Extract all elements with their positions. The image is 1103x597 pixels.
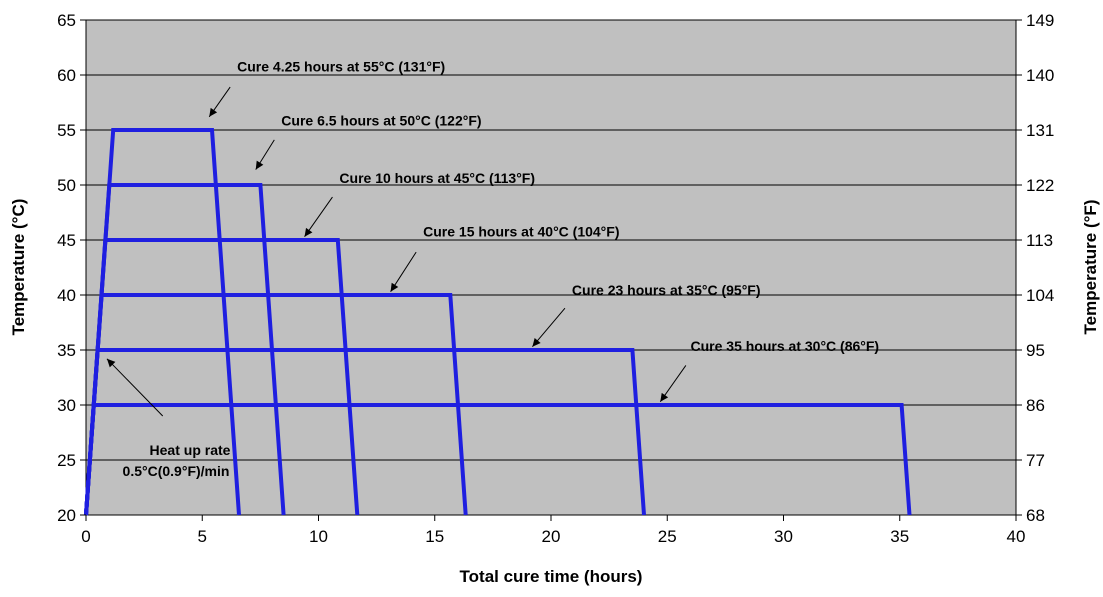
plot-area: [85, 19, 1017, 516]
x-tick-label: 40: [1007, 527, 1026, 546]
annotation-label: Cure 4.25 hours at 55°C (131°F): [237, 59, 445, 75]
annotations: Cure 4.25 hours at 55°C (131°F) Cure 6.5 …: [106, 59, 880, 417]
x-tick-label: 20: [542, 527, 561, 546]
y-tick-label: 40: [57, 286, 76, 305]
x-tick-label: 5: [198, 527, 207, 546]
y-tick-label: 45: [57, 231, 76, 250]
annotation-label: Cure 35 hours at 30°C (86°F): [691, 338, 880, 354]
y-tick-label: 30: [57, 396, 76, 415]
x-tick-label: 15: [425, 527, 444, 546]
y2-tick-label: 149: [1026, 11, 1054, 30]
y-tick-label: 55: [57, 121, 76, 140]
annotation-label: Cure 10 hours at 45°C (113°F): [339, 170, 535, 186]
annotation-arrow-line: [532, 307, 566, 348]
x-tick-label: 25: [658, 527, 677, 546]
y-tick-label: 25: [57, 451, 76, 470]
axes: 0 5 10 15 20 25 30 35 40 20 25 30 35 40 45 50 55 60 65 68 77…: [57, 11, 1054, 546]
heat-up-rate-label: Heat up rate 0.5°C(0.9°F)/min: [123, 442, 231, 479]
y2-tick-label: 104: [1026, 286, 1054, 305]
annotation-arrowhead: [660, 392, 669, 402]
y-tick-label: 20: [57, 506, 76, 525]
x-axis-title: Total cure time (hours): [460, 567, 643, 586]
annotation-label: Cure 6.5 hours at 50°C (122°F): [281, 113, 481, 129]
annotation-arrowhead: [255, 160, 264, 170]
x-tick-label: 30: [774, 527, 793, 546]
y-tick-label: 50: [57, 176, 76, 195]
annotation-arrowhead: [106, 358, 116, 368]
annotation-label: Cure 23 hours at 35°C (95°F): [572, 282, 761, 298]
y2-axis-title: Temperature (°F): [1081, 200, 1100, 335]
y2-tick-label: 95: [1026, 341, 1045, 360]
y-tick-label: 35: [57, 341, 76, 360]
heat-up-rate-line2: 0.5°C(0.9°F)/min: [123, 463, 230, 479]
x-tick-label: 35: [890, 527, 909, 546]
x-tick-label: 10: [309, 527, 328, 546]
annotation-arrowhead: [304, 227, 313, 237]
cure-profiles: [84, 128, 912, 516]
y2-tick-label: 113: [1026, 231, 1053, 250]
y2-tick-label: 122: [1026, 176, 1054, 195]
cure-profile-line: [84, 403, 912, 516]
annotation-arrowhead: [390, 282, 399, 292]
heat-up-rate-line1: Heat up rate: [150, 442, 231, 458]
y2-tick-label: 68: [1026, 506, 1045, 525]
annotation-label: Cure 15 hours at 40°C (104°F): [423, 224, 619, 240]
annotation-arrow-line: [106, 358, 164, 417]
annotation-arrowhead: [209, 107, 218, 117]
y2-tick-label: 77: [1026, 451, 1045, 470]
annotation-arrowhead: [532, 337, 541, 347]
y-tick-label: 60: [57, 66, 76, 85]
y2-tick-label: 131: [1026, 121, 1054, 140]
y2-tick-label: 140: [1026, 66, 1054, 85]
x-tick-label: 0: [81, 527, 90, 546]
y2-tick-label: 86: [1026, 396, 1045, 415]
y-tick-label: 65: [57, 11, 76, 30]
y-axis-title: Temperature (°C): [9, 199, 28, 336]
